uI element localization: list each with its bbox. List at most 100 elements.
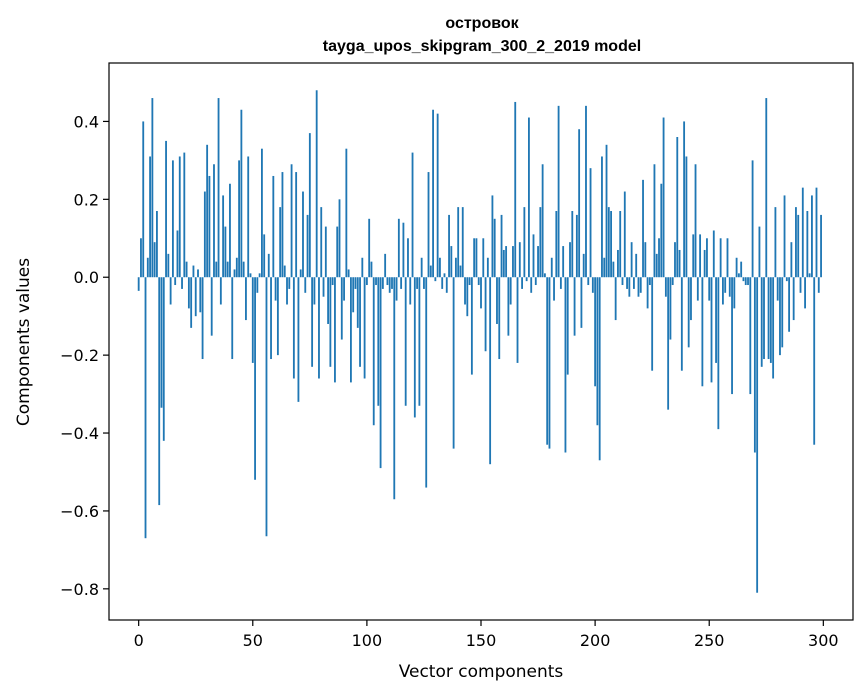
- bar-285: [788, 277, 791, 332]
- x-tick-label: 100: [352, 631, 383, 650]
- bar-153: [486, 257, 489, 278]
- bar-126: [425, 277, 428, 488]
- bar-230: [662, 117, 665, 278]
- bar-225: [651, 277, 654, 371]
- bar-227: [655, 253, 658, 278]
- bar-214: [626, 277, 628, 289]
- bar-291: [801, 187, 804, 278]
- bar-124: [420, 257, 423, 278]
- bar-161: [505, 246, 508, 278]
- bar-11: [162, 277, 165, 441]
- bar-114: [397, 218, 400, 278]
- bar-47: [245, 277, 247, 321]
- x-axis-label: Vector components: [399, 662, 564, 682]
- bar-239: [683, 121, 686, 278]
- bar-281: [779, 277, 781, 356]
- bar-85: [331, 277, 334, 286]
- bar-194: [580, 277, 583, 328]
- bar-160: [502, 249, 505, 278]
- bar-274: [763, 277, 765, 360]
- bar-159: [500, 214, 503, 278]
- bar-262: [735, 257, 738, 278]
- bar-62: [279, 207, 282, 278]
- bar-238: [680, 277, 683, 371]
- bar-181: [550, 257, 553, 278]
- bar-0: [137, 277, 140, 291]
- y-tick-label: 0.2: [74, 190, 99, 209]
- bar-103: [372, 277, 375, 426]
- bar-137: [450, 246, 453, 278]
- bar-43: [235, 257, 238, 278]
- bar-269: [751, 160, 754, 278]
- bar-152: [484, 277, 487, 352]
- bar-151: [482, 238, 485, 278]
- bar-9: [158, 277, 161, 506]
- bar-129: [432, 109, 434, 278]
- bar-293: [806, 211, 809, 278]
- bar-141: [459, 265, 462, 278]
- bar-278: [772, 277, 775, 379]
- bar-290: [799, 277, 802, 293]
- x-axis-ticks: 0 50 100 150 200 250 300: [134, 620, 839, 650]
- bar-146: [470, 277, 473, 375]
- bar-123: [418, 277, 421, 406]
- bar-95: [354, 277, 357, 289]
- bar-142: [461, 207, 464, 278]
- bar-164: [512, 246, 514, 278]
- bar-252: [712, 230, 715, 278]
- bar-74: [306, 214, 309, 278]
- bar-7: [153, 242, 156, 278]
- bar-55: [263, 234, 266, 278]
- bar-99: [363, 277, 366, 379]
- bar-189: [569, 242, 571, 278]
- bar-211: [619, 211, 622, 278]
- bar-222: [644, 242, 647, 278]
- bar-209: [614, 277, 617, 321]
- bar-296: [813, 277, 816, 445]
- x-tick-label: 300: [808, 631, 839, 650]
- bar-195: [582, 253, 585, 278]
- y-tick-label: −0.8: [60, 580, 99, 599]
- bar-131: [436, 113, 439, 278]
- bar-248: [703, 249, 706, 278]
- bar-59: [272, 175, 275, 278]
- bar-66: [288, 277, 291, 289]
- bar-246: [699, 234, 702, 278]
- bar-45: [240, 109, 243, 278]
- bar-94: [352, 277, 355, 313]
- bar-172: [530, 277, 533, 293]
- bar-158: [498, 277, 501, 360]
- bar-91: [345, 148, 348, 278]
- bar-259: [728, 277, 731, 297]
- bar-41: [231, 277, 234, 360]
- bar-132: [439, 257, 441, 278]
- bar-287: [792, 277, 795, 321]
- bar-84: [329, 277, 332, 367]
- bar-176: [539, 207, 542, 278]
- bar-162: [507, 277, 510, 336]
- bar-165: [514, 101, 517, 278]
- bar-268: [749, 277, 752, 395]
- bar-202: [598, 277, 601, 461]
- bar-150: [480, 277, 482, 309]
- bar-267: [747, 277, 749, 286]
- bar-208: [612, 261, 615, 278]
- bar-32: [210, 277, 213, 336]
- bar-101: [368, 218, 371, 278]
- bar-232: [667, 277, 670, 410]
- bar-199: [591, 277, 594, 293]
- bar-144: [466, 277, 469, 317]
- bar-33: [213, 164, 215, 278]
- bar-168: [521, 277, 523, 289]
- bar-112: [393, 277, 396, 500]
- bar-197: [587, 277, 590, 286]
- bar-122: [416, 277, 419, 289]
- bar-237: [678, 249, 681, 278]
- y-tick-label: 0.4: [74, 112, 99, 131]
- bar-39: [226, 261, 229, 278]
- bar-4: [146, 257, 149, 278]
- bar-5: [149, 156, 151, 278]
- bar-108: [384, 253, 387, 278]
- bar-81: [322, 277, 325, 297]
